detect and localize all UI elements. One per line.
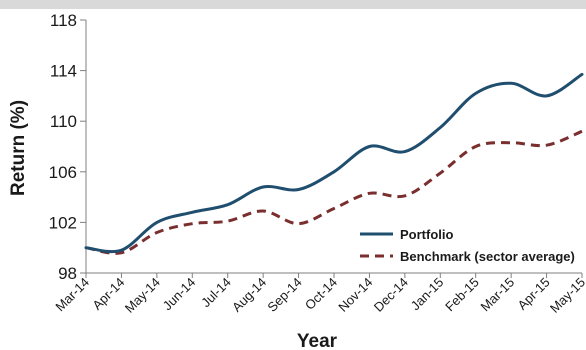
x-tick-label: Sep-14 xyxy=(264,275,304,315)
benchmark-line xyxy=(85,129,583,255)
x-tick-label: Apr-15 xyxy=(514,275,552,313)
legend: Portfolio Benchmark (sector average) xyxy=(360,227,575,264)
y-tick-label: 110 xyxy=(50,112,77,131)
y-tick-label: 102 xyxy=(49,213,77,232)
x-tick-label: Dec-14 xyxy=(371,275,411,315)
y-tick-label: 98 xyxy=(58,264,77,283)
y-tick-label: 118 xyxy=(50,11,77,30)
legend-label: Benchmark (sector average) xyxy=(400,249,575,264)
x-tick-label: Mar-15 xyxy=(478,275,518,315)
x-tick-label: Aug-14 xyxy=(229,275,269,315)
y-axis-title: Return (%) xyxy=(8,100,29,196)
y-tick-label: 106 xyxy=(49,163,77,182)
x-axis-title: Year xyxy=(297,331,338,350)
x-tick-label: Jan-15 xyxy=(408,275,447,314)
legend-label: Portfolio xyxy=(400,227,453,242)
y-axis-ticks: 98 102 106 110 114 118 xyxy=(49,11,86,283)
x-tick-label: Nov-14 xyxy=(335,275,375,315)
y-tick-label: 114 xyxy=(50,62,77,81)
x-tick-label: May-15 xyxy=(547,275,586,316)
x-tick-label: May-14 xyxy=(122,275,163,316)
x-tick-label: Oct-14 xyxy=(302,275,340,313)
x-tick-label: Apr-14 xyxy=(89,275,127,313)
legend-item-benchmark: Benchmark (sector average) xyxy=(360,249,575,264)
series-lines xyxy=(84,72,584,255)
x-tick-label: Feb-15 xyxy=(442,275,482,315)
top-band xyxy=(0,0,586,9)
legend-item-portfolio: Portfolio xyxy=(360,227,453,242)
x-tick-label: Jun-14 xyxy=(160,275,199,314)
portfolio-line xyxy=(84,72,584,254)
